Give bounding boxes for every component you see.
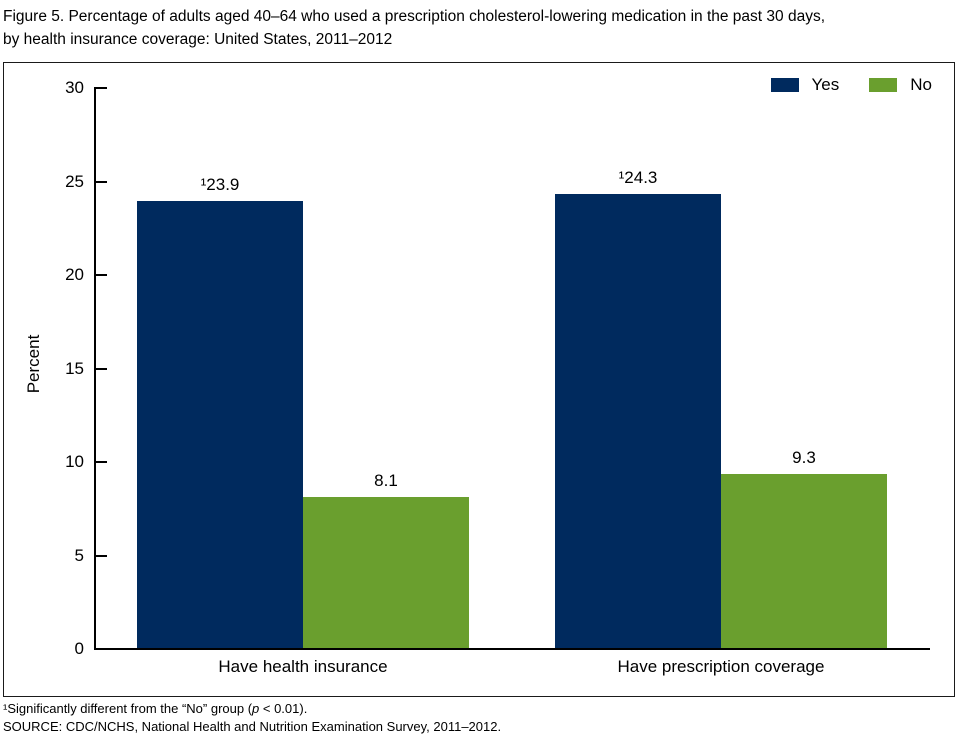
- y-tick-label: 25: [65, 171, 84, 191]
- footnote-significance: ¹Significantly different from the “No” g…: [3, 700, 953, 718]
- y-tick: [96, 461, 107, 463]
- y-tick-label: 5: [74, 545, 84, 565]
- bar-no: [303, 496, 469, 648]
- y-tick-label: 10: [65, 452, 84, 471]
- y-tick: [96, 367, 107, 370]
- bar-yes: [555, 193, 721, 648]
- figure-title: Figure 5. Percentage of adults aged 40–6…: [3, 5, 953, 51]
- footnote-p-symbol: p: [252, 701, 260, 716]
- legend-label: No: [910, 75, 932, 94]
- x-axis-line: [94, 648, 930, 650]
- y-axis-title: Percent: [24, 334, 43, 394]
- legend-swatch-no: [869, 78, 898, 92]
- y-tick: [96, 554, 107, 557]
- legend-item-no: No: [869, 75, 932, 95]
- legend-swatch-yes: [770, 78, 799, 92]
- footnote-source: SOURCE: CDC/NCHS, National Health and Nu…: [3, 719, 502, 734]
- chart-legend: Yes No: [770, 75, 932, 95]
- y-tick-label: 0: [74, 639, 84, 658]
- y-tick: [96, 180, 107, 183]
- bar-value-label: ¹24.3: [618, 167, 658, 187]
- y-tick: [96, 648, 107, 650]
- footnote-significance-text: ¹Significantly different from the “No” g…: [3, 701, 253, 716]
- legend-item-yes: Yes: [770, 75, 840, 95]
- figure-title-line2: by health insurance coverage: United Sta…: [3, 31, 393, 48]
- footnotes: ¹Significantly different from the “No” g…: [3, 700, 953, 736]
- category-label: Have prescription coverage: [617, 657, 825, 676]
- footnote-significance-end: < 0.01).: [259, 701, 308, 716]
- bar-value-label: 8.1: [374, 470, 398, 490]
- bar-yes: [137, 201, 303, 648]
- y-tick: [96, 274, 107, 276]
- figure-title-line1: Figure 5. Percentage of adults aged 40–6…: [3, 8, 825, 25]
- y-tick: [96, 87, 107, 89]
- y-tick-label: 30: [65, 78, 84, 97]
- legend-label: Yes: [811, 75, 840, 94]
- y-tick-label: 15: [65, 358, 84, 378]
- bar-no: [721, 474, 887, 648]
- y-axis-line: [94, 87, 96, 650]
- category-label: Have health insurance: [218, 657, 388, 676]
- bar-value-label: ¹23.9: [200, 175, 240, 195]
- bar-value-label: 9.3: [792, 448, 816, 468]
- y-tick-label: 20: [65, 265, 84, 284]
